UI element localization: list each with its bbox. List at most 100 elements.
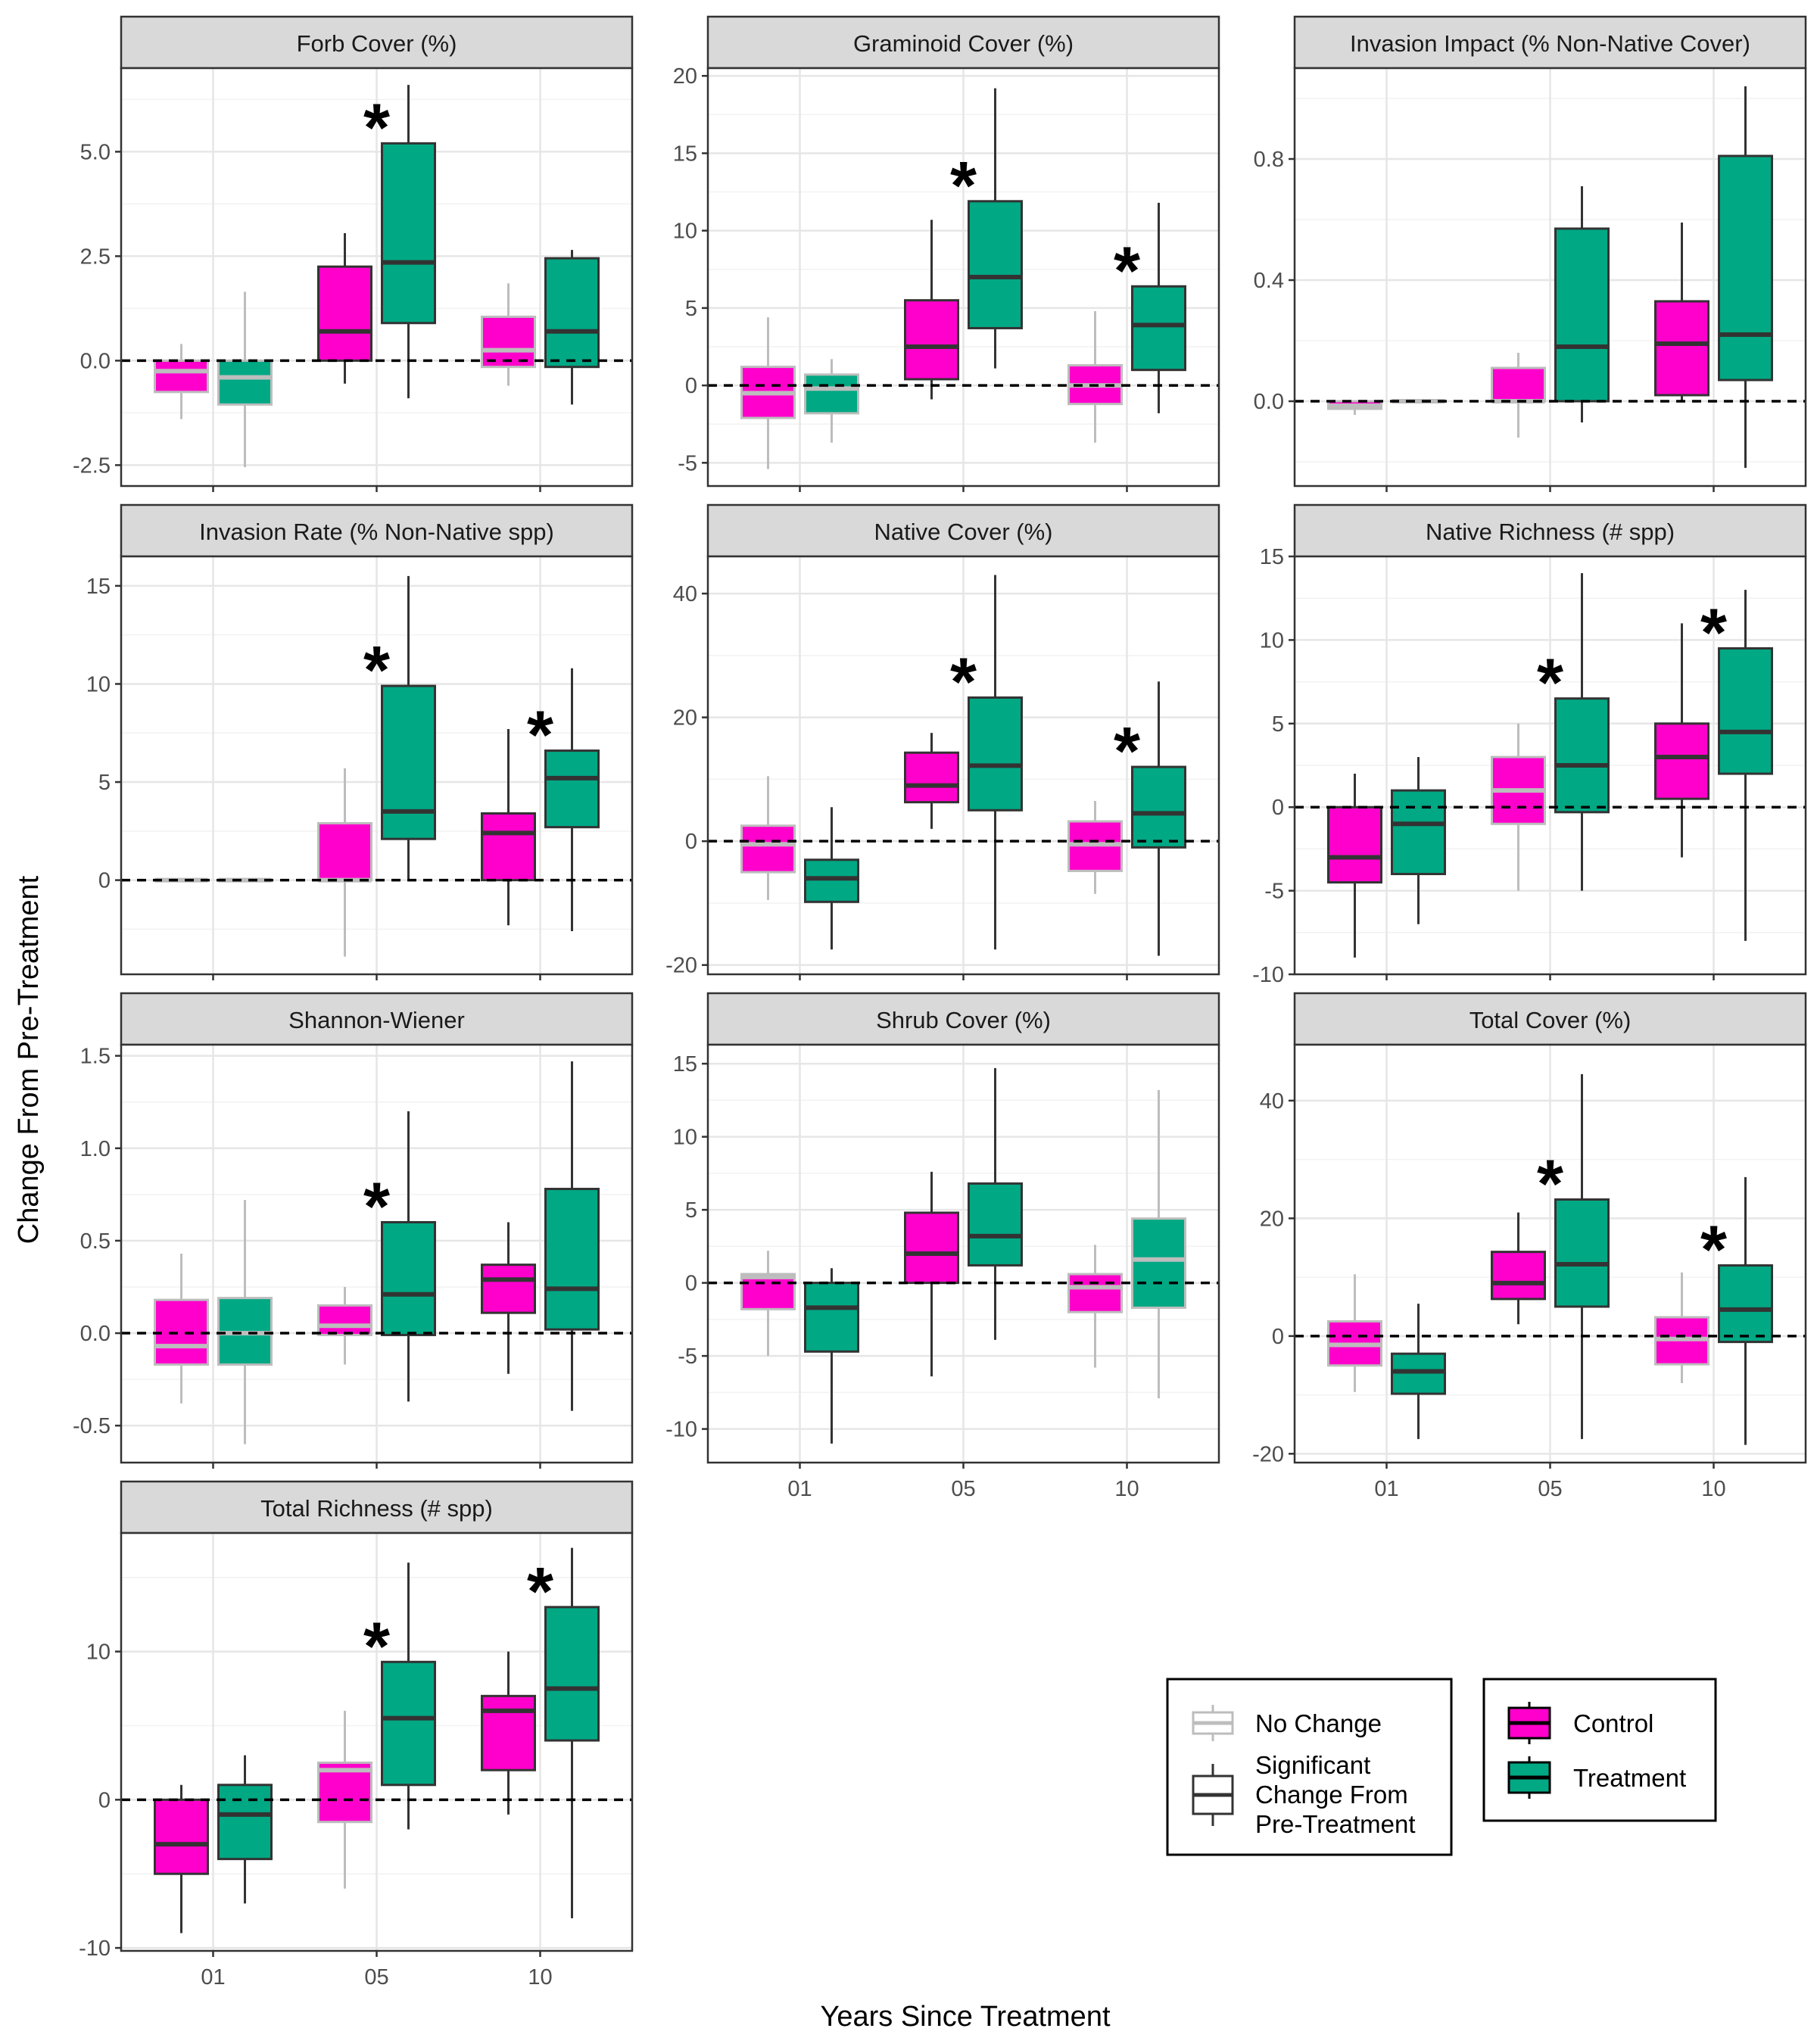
box-control-01 (740, 776, 796, 900)
x-tick-label: 10 (1114, 1477, 1139, 1501)
box-control-01 (1327, 774, 1382, 958)
box-treatment-01 (217, 291, 273, 468)
y-tick-label: 1.0 (80, 1137, 111, 1161)
box-control-10 (481, 283, 536, 386)
y-tick-label: 10 (673, 1126, 697, 1150)
box-iqr (1718, 1264, 1773, 1344)
box-control-10 (1654, 1272, 1709, 1384)
box-treatment-01 (217, 1755, 273, 1904)
significance-star: * (363, 90, 390, 166)
y-tick-label: 15 (1260, 545, 1284, 569)
y-tick-label: 40 (1260, 1089, 1284, 1114)
box-iqr (481, 812, 536, 882)
significance-star: * (950, 644, 977, 720)
box-treatment-10 (1718, 1176, 1773, 1445)
y-tick-label: 10 (86, 672, 111, 696)
y-tick-label: 20 (673, 64, 697, 89)
panel-title: Shrub Cover (%) (876, 1007, 1051, 1033)
panel-title: Graminoid Cover (%) (853, 30, 1074, 57)
box-iqr (381, 142, 436, 325)
box-iqr (217, 1784, 273, 1861)
box-iqr (968, 1182, 1023, 1267)
y-tick-label: 0 (1272, 796, 1284, 820)
box-control-10 (1067, 1245, 1123, 1368)
box-control-01 (154, 344, 209, 419)
y-tick-label: 5 (685, 297, 697, 321)
y-tick-label: 10 (86, 1640, 111, 1665)
box-treatment-05 (968, 1067, 1023, 1340)
significance-star: * (1114, 233, 1140, 309)
y-tick-label: 0 (1272, 1325, 1284, 1349)
y-tick-label: -5 (678, 1344, 697, 1369)
box-treatment-10 (544, 1547, 600, 1918)
panel-invasion-rate-non-native-spp: Invasion Rate (% Non-Native spp) * * 0 5 10 15 (86, 503, 634, 980)
y-tick-label: -10 (1252, 963, 1284, 987)
box-control-05 (317, 1286, 372, 1365)
box-treatment-10 (1131, 202, 1186, 413)
legend-frame (1166, 1678, 1453, 1856)
box-iqr (317, 1761, 372, 1824)
y-tick-label: 0.8 (1254, 148, 1284, 172)
box-treatment-01 (804, 807, 859, 950)
box-iqr (1654, 300, 1709, 397)
box-control-05 (904, 1171, 959, 1377)
x-tick-label: 10 (1701, 1477, 1725, 1501)
box-control-05 (904, 220, 959, 400)
significance-star: * (1537, 646, 1563, 721)
y-tick-label: 2.5 (80, 245, 111, 269)
box-treatment-01 (1391, 399, 1446, 404)
y-tick-label: 0 (98, 869, 111, 893)
y-tick-label: 0 (685, 1272, 697, 1296)
y-tick-label: 5 (685, 1198, 697, 1223)
group-legend: Control Treatment (1482, 1678, 1717, 1822)
box-treatment-01 (1391, 1304, 1446, 1439)
box-iqr (481, 1263, 536, 1314)
box-iqr (804, 373, 859, 415)
panel-strip (1293, 992, 1807, 1046)
panel-invasion-impact-non-native-cover: Invasion Impact (% Non-Native Cover) 0.0 0… (1254, 15, 1807, 492)
significance-star: * (950, 148, 977, 224)
y-tick-label: 15 (86, 575, 111, 599)
panel-total-cover: Total Cover (%) * * -20 0 20 40 01 05 10 (1252, 992, 1807, 1501)
box-iqr (544, 257, 600, 369)
box-control-05 (317, 1710, 372, 1889)
y-tick-label: 0 (685, 830, 697, 854)
box-iqr (904, 751, 959, 804)
box-iqr (968, 696, 1023, 812)
panel-total-richness-spp: Total Richness (# spp) * * -10 0 10 01 05 10 (79, 1480, 634, 1989)
box-iqr (381, 1660, 436, 1787)
y-tick-label: 0.0 (1254, 390, 1284, 414)
panel-strip (120, 15, 634, 70)
box-treatment-05 (968, 575, 1023, 950)
y-tick-label: -0.5 (73, 1414, 111, 1438)
box-treatment-05 (381, 1563, 436, 1830)
box-iqr (1391, 789, 1446, 876)
significance-star: * (363, 1609, 390, 1684)
box-iqr (1327, 805, 1382, 884)
y-tick-label: 0.4 (1254, 269, 1284, 293)
legend-label-treatment: Treatment (1573, 1764, 1686, 1792)
y-tick-label: -10 (79, 1937, 111, 1961)
y-tick-label: 1.5 (80, 1045, 111, 1069)
y-axis-title: Change From Pre-Treatment (13, 875, 45, 1244)
box-treatment-05 (381, 575, 436, 880)
box-control-10 (1654, 223, 1709, 401)
box-treatment-01 (804, 1268, 859, 1444)
box-treatment-10 (1718, 86, 1773, 468)
panel-strip (120, 503, 634, 558)
y-tick-label: -20 (1252, 1442, 1284, 1466)
box-treatment-10 (1131, 1089, 1186, 1399)
box-control-05 (904, 733, 959, 829)
box-treatment-01 (217, 1200, 273, 1444)
box-treatment-01 (1391, 756, 1446, 924)
box-control-05 (1491, 1212, 1546, 1325)
panel-graminoid-cover: Graminoid Cover (%) * * -5 0 5 10 15 20 (673, 15, 1220, 492)
box-iqr (1391, 1352, 1446, 1395)
facet-panels: Forb Cover (%) * -2.5 0.0 2.5 5.0 Graminoid Co… (73, 15, 1807, 1989)
box-treatment-10 (1718, 590, 1773, 941)
y-tick-label: 0 (98, 1788, 111, 1812)
y-tick-label: 10 (673, 220, 697, 244)
box-iqr (1654, 722, 1709, 800)
box-treatment-05 (381, 1111, 436, 1402)
